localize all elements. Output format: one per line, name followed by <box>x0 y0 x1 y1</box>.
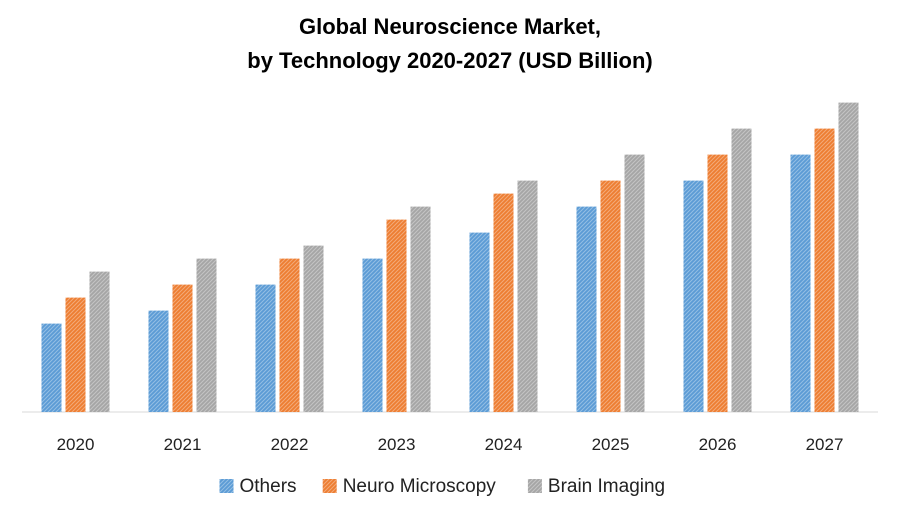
x-tick-label-2024: 2024 <box>485 435 523 454</box>
bar-brain-imaging-2020 <box>89 271 110 412</box>
bar-others-2027 <box>790 154 811 412</box>
legend-swatch-brain-imaging <box>527 479 542 493</box>
bar-neuro-microscopy-2021 <box>172 284 193 412</box>
x-tick-label-2020: 2020 <box>57 435 95 454</box>
bar-others-2021 <box>148 310 169 412</box>
bar-others-2024 <box>469 232 490 412</box>
legend-label-others: Others <box>240 476 297 497</box>
legend-swatch-neuro-microscopy <box>322 479 337 493</box>
bar-brain-imaging-2024 <box>517 180 538 412</box>
chart-subtitle: by Technology 2020-2027 (USD Billion) <box>247 48 653 73</box>
bar-brain-imaging-2022 <box>303 245 324 412</box>
bar-neuro-microscopy-2023 <box>386 219 407 412</box>
legend-label-neuro-microscopy: Neuro Microscopy <box>343 476 497 497</box>
bar-others-2022 <box>255 284 276 412</box>
x-tick-label-2027: 2027 <box>806 435 844 454</box>
bar-neuro-microscopy-2027 <box>814 128 835 412</box>
bar-neuro-microscopy-2022 <box>279 258 300 412</box>
chart-title: Global Neuroscience Market, <box>299 14 601 39</box>
legend-swatch-others <box>219 479 234 493</box>
bar-others-2026 <box>683 180 704 412</box>
bar-neuro-microscopy-2024 <box>493 193 514 412</box>
bar-others-2020 <box>41 323 62 412</box>
bar-neuro-microscopy-2026 <box>707 154 728 412</box>
bar-neuro-microscopy-2025 <box>600 180 621 412</box>
bar-brain-imaging-2021 <box>196 258 217 412</box>
bar-others-2023 <box>362 258 383 412</box>
bar-brain-imaging-2025 <box>624 154 645 412</box>
x-tick-label-2022: 2022 <box>271 435 309 454</box>
x-tick-label-2021: 2021 <box>164 435 202 454</box>
bar-others-2025 <box>576 206 597 412</box>
bar-brain-imaging-2026 <box>731 128 752 412</box>
x-tick-label-2026: 2026 <box>699 435 737 454</box>
legend-label-brain-imaging: Brain Imaging <box>548 476 665 497</box>
bar-brain-imaging-2023 <box>410 206 431 412</box>
bar-neuro-microscopy-2020 <box>65 297 86 412</box>
x-tick-label-2025: 2025 <box>592 435 630 454</box>
x-tick-label-2023: 2023 <box>378 435 416 454</box>
bar-brain-imaging-2027 <box>838 102 859 412</box>
